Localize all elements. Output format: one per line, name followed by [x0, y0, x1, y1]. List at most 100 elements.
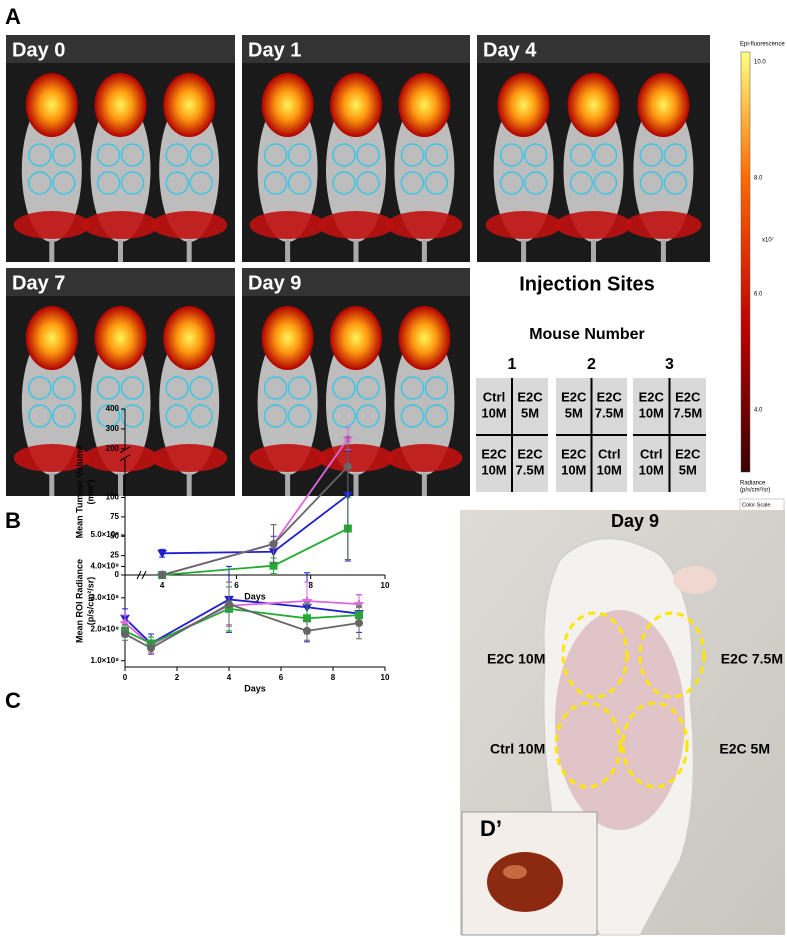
site-cell-label: E2C	[639, 389, 665, 404]
site-cell-label: E2C	[561, 446, 587, 461]
signal-head	[398, 306, 451, 370]
roi-circle	[189, 376, 213, 400]
image-top	[6, 268, 235, 296]
signal-legs	[249, 444, 326, 472]
roi-circle	[523, 171, 548, 195]
signal-legs	[13, 444, 90, 472]
roi-circle	[28, 376, 52, 400]
roi-circle	[263, 404, 288, 428]
y-axis-label: Mean Tumour Volume	[74, 446, 84, 539]
site-cell-label: Ctrl	[483, 389, 505, 404]
data-point	[269, 540, 278, 549]
signal-head	[163, 73, 216, 137]
signal-head	[163, 306, 216, 370]
x-tick-label: 6	[279, 673, 284, 682]
signal-legs	[555, 211, 632, 239]
inset-label: D’	[480, 816, 502, 841]
day-label: Day 4	[483, 39, 537, 61]
roi-circle	[28, 143, 52, 167]
site-label: E2C 10M	[487, 651, 545, 667]
y-tick-label: 0	[115, 570, 120, 579]
y-axis-label: (p/s/cm²/sr)	[85, 577, 95, 626]
site-cell-label: 10M	[597, 462, 622, 477]
mouse-body	[633, 98, 694, 242]
data-point	[303, 614, 311, 623]
panel-label: C	[5, 688, 21, 713]
day-label: Day 0	[12, 39, 65, 61]
mouse-body	[257, 98, 318, 242]
site-label: E2C 5M	[719, 741, 770, 757]
roi-circle	[165, 171, 189, 195]
roi-circle	[96, 143, 121, 167]
roi-circle	[569, 171, 594, 195]
injection-title: Injection Sites	[519, 273, 655, 295]
data-point	[147, 644, 155, 653]
colorbar-tick: 4.0	[754, 408, 763, 414]
y-tick-label: 100	[106, 493, 120, 502]
site-cell-label: 5M	[521, 405, 539, 420]
roi-circle	[52, 376, 76, 400]
signal-head	[94, 73, 147, 137]
signal-head	[330, 306, 382, 370]
signal-legs	[151, 211, 228, 239]
roi-circle	[332, 376, 356, 400]
roi-circle	[52, 143, 76, 167]
site-cell-label: 7.5M	[673, 405, 702, 420]
site-label: Ctrl 10M	[490, 741, 545, 757]
roi-circle	[52, 171, 76, 195]
x-tick-label: 10	[381, 673, 390, 682]
site-cell-label: E2C	[517, 389, 543, 404]
site-cell-label: 5M	[679, 462, 697, 477]
dashed-circle	[561, 611, 629, 699]
x-tick-label: 8	[331, 673, 336, 682]
y-tick-label: 4.0×10⁸	[91, 562, 120, 571]
signal-legs	[318, 211, 394, 239]
signal-legs	[82, 211, 159, 239]
roi-circle	[424, 171, 449, 195]
colorbar-unit: Radiance	[740, 481, 766, 487]
roi-circle	[356, 376, 380, 400]
x-tick-label: 4	[227, 673, 232, 682]
data-point	[225, 600, 233, 609]
signal-legs	[386, 211, 463, 239]
y-tick-label: 3.0×10⁸	[91, 593, 120, 602]
roi-circle	[569, 143, 594, 167]
day-label: Day 1	[248, 39, 301, 61]
ivis-image	[242, 35, 470, 262]
signal-legs	[249, 211, 326, 239]
day-label: Day 9	[248, 272, 301, 294]
x-axis-label: Days	[244, 591, 266, 601]
mouse-body	[159, 98, 220, 242]
roi-circle	[523, 143, 548, 167]
mouse-body	[21, 331, 82, 475]
roi-circle	[52, 404, 76, 428]
signal-head	[25, 306, 78, 370]
mouse-body	[90, 98, 151, 242]
signal-head	[497, 73, 550, 137]
roi-circle	[663, 171, 688, 195]
roi-circle	[28, 404, 52, 428]
tumour	[487, 852, 563, 912]
data-point	[303, 626, 311, 635]
x-tick-label: 0	[123, 673, 128, 682]
colorbar-tick: 8.0	[754, 176, 763, 182]
x-axis-label: Days	[244, 683, 266, 693]
ivis-image	[6, 35, 235, 262]
x-tick-label: 6	[234, 581, 239, 590]
roi-circle	[263, 143, 288, 167]
signal-head	[567, 73, 620, 137]
roi-circle	[356, 143, 380, 167]
data-point	[121, 630, 129, 638]
roi-circle	[332, 171, 356, 195]
y-tick-label: 400	[106, 404, 120, 413]
site-cell-label: E2C	[481, 446, 507, 461]
roi-circle	[120, 404, 145, 428]
mouse-body	[326, 98, 386, 242]
axis-break	[119, 446, 131, 462]
photo-title: Day 9	[611, 511, 659, 531]
y-tick-label: 5.0×10⁸	[91, 530, 120, 539]
signal-legs	[82, 444, 159, 472]
colorbar-title: Epi-fluorescence	[740, 42, 785, 48]
roi-circle	[165, 143, 189, 167]
data-point	[158, 571, 167, 579]
